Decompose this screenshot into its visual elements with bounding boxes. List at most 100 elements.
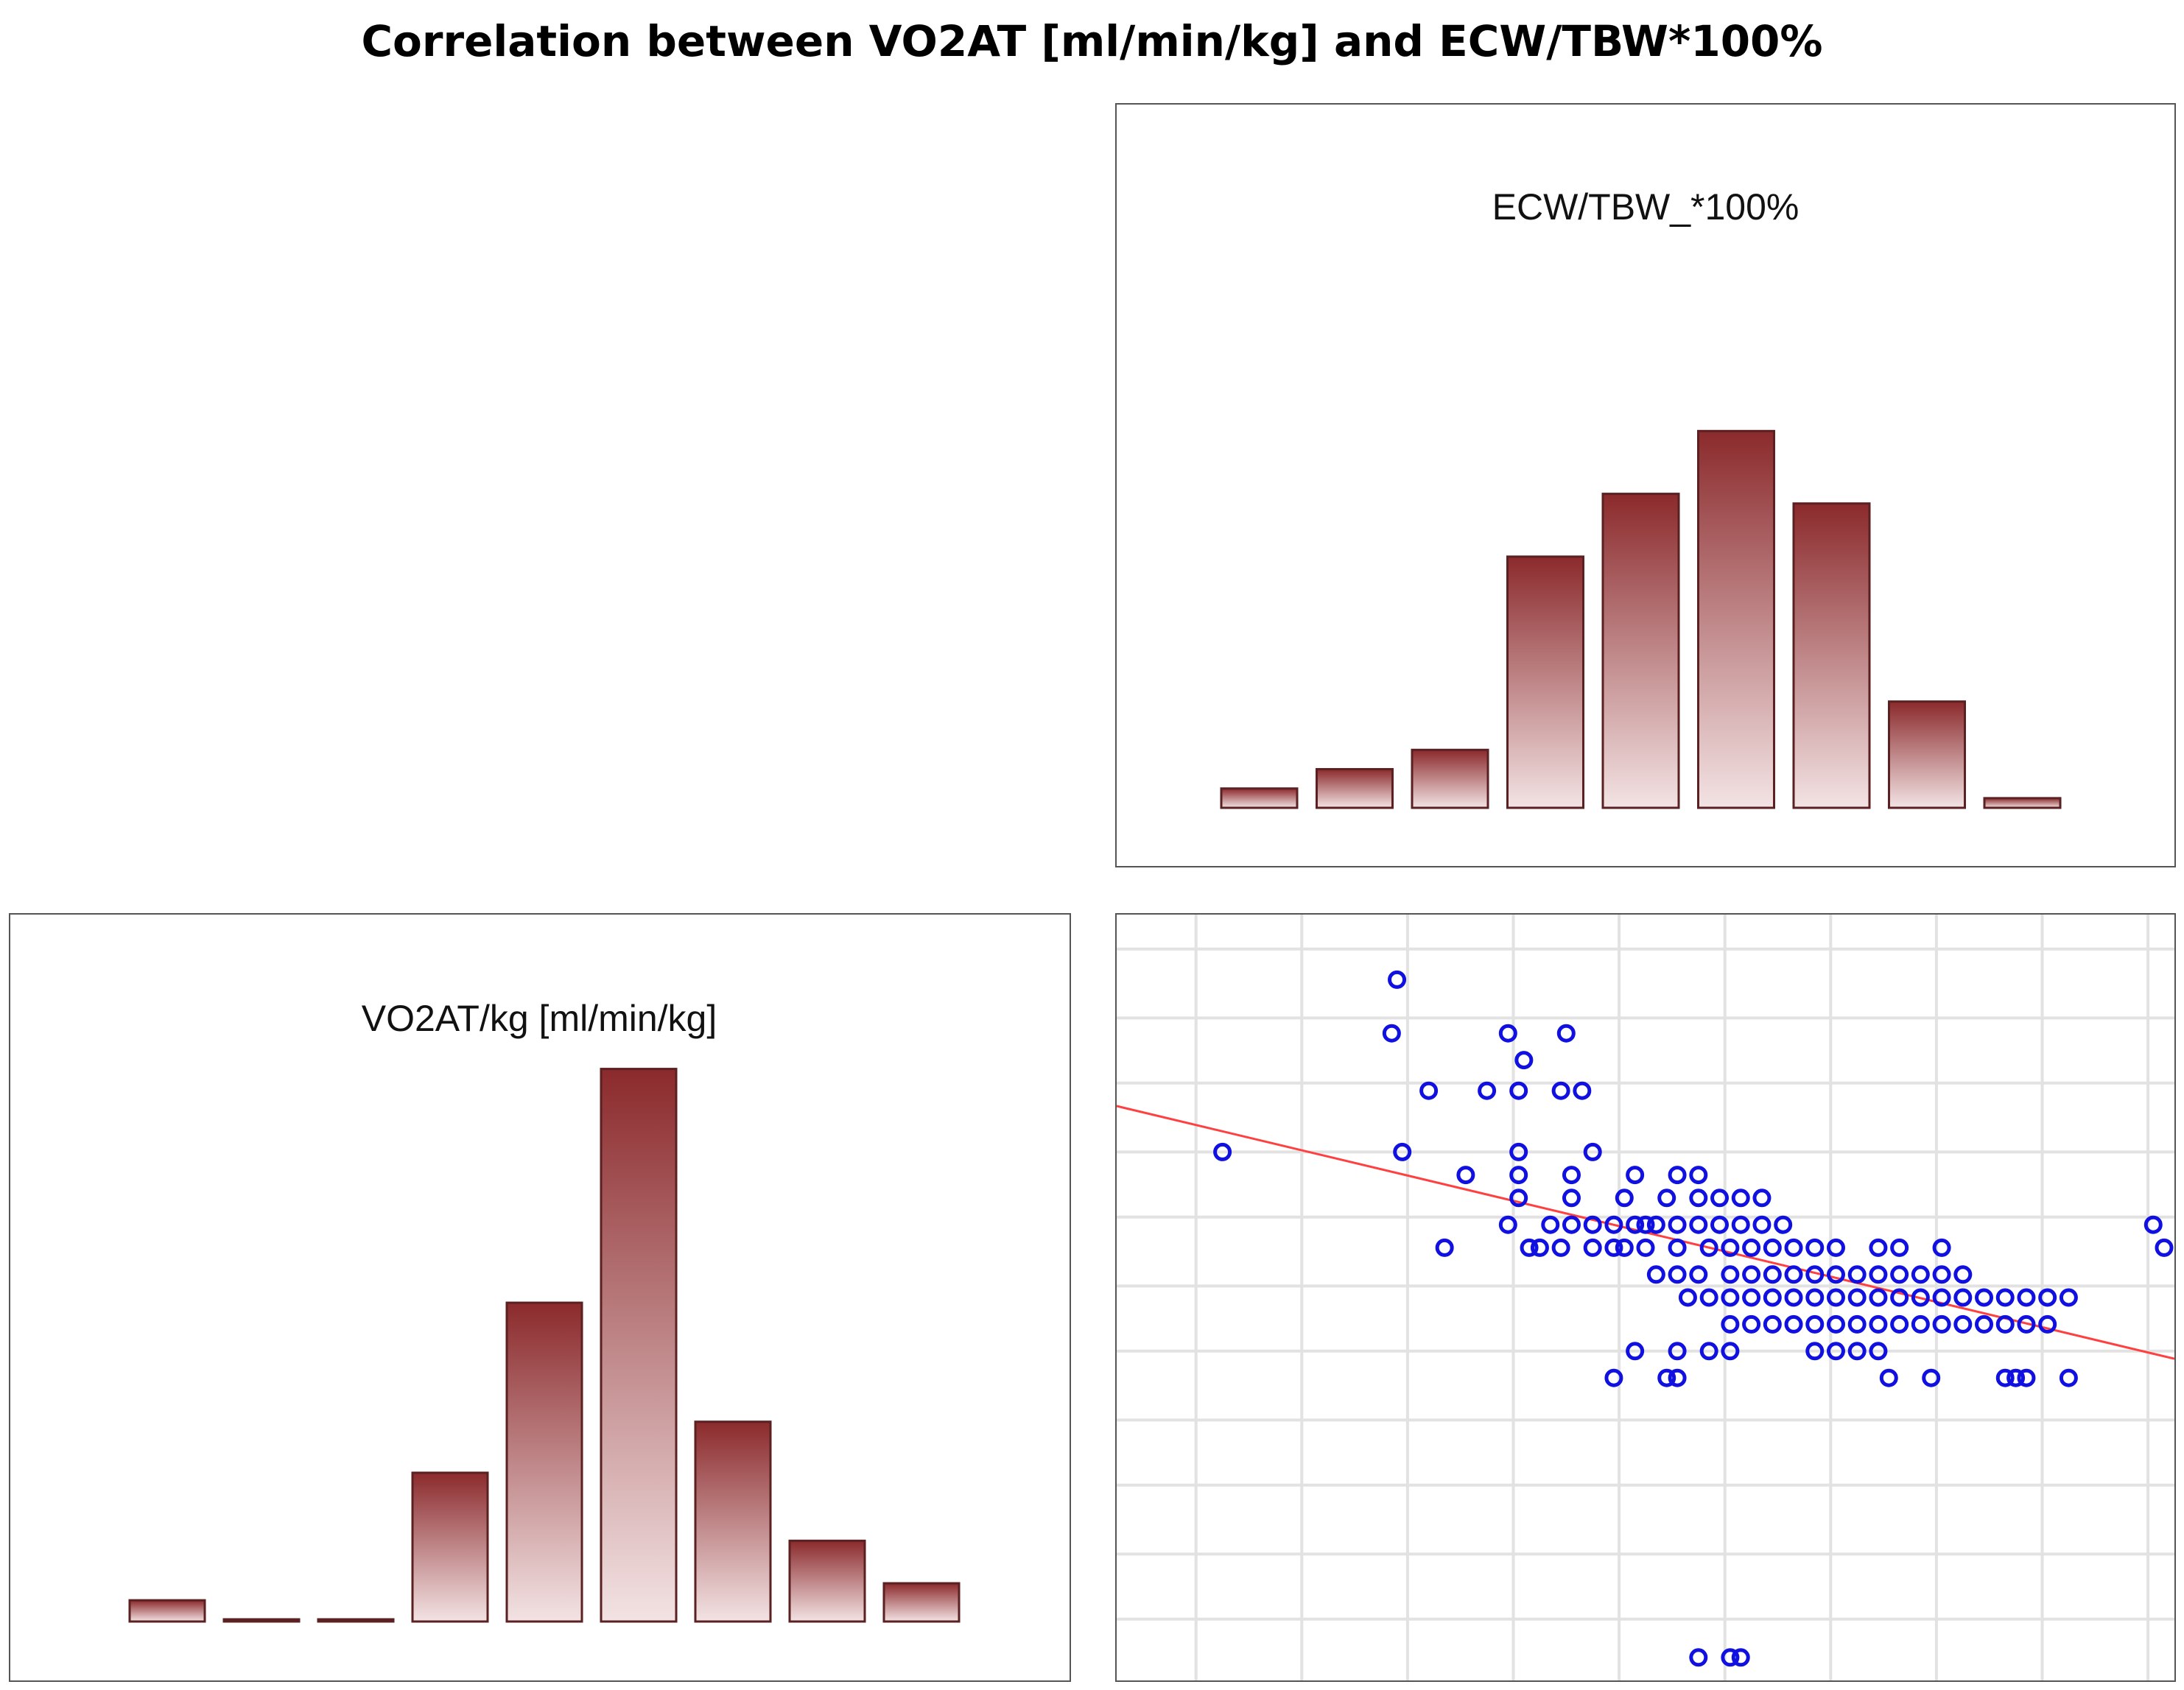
scatter-point bbox=[1541, 1215, 1560, 1234]
scatter-point bbox=[1763, 1238, 1782, 1257]
ecw-tbw-bar bbox=[1506, 555, 1584, 809]
scatter-point bbox=[1932, 1238, 1951, 1257]
scatter-point bbox=[1932, 1314, 1951, 1334]
scatter-plot-panel bbox=[1115, 913, 2176, 1682]
ecw-tbw-bar bbox=[1983, 797, 2062, 809]
vo2at-histogram-panel: VO2AT/kg [ml/min/kg] bbox=[9, 913, 1071, 1682]
scatter-point bbox=[1890, 1265, 1909, 1284]
scatter-point bbox=[1975, 1288, 1994, 1307]
scatter-point bbox=[1689, 1215, 1708, 1234]
ecw-tbw-bars bbox=[1220, 429, 2062, 809]
scatter-point bbox=[1911, 1265, 1930, 1284]
scatter-point bbox=[1731, 1215, 1750, 1234]
scatter-point bbox=[1689, 1189, 1708, 1208]
scatter-point bbox=[1699, 1342, 1718, 1361]
vo2at-bar bbox=[317, 1618, 395, 1623]
ecw-tbw-bar bbox=[1601, 493, 1680, 809]
scatter-point bbox=[1731, 1189, 1750, 1208]
scatter-point bbox=[1498, 1215, 1517, 1234]
scatter-point bbox=[2017, 1368, 2036, 1387]
scatter-point bbox=[1388, 970, 1407, 989]
scatter-point bbox=[1721, 1238, 1740, 1257]
scatter-point bbox=[1213, 1142, 1232, 1161]
ecw-tbw-bar bbox=[1316, 768, 1394, 809]
ecw-tbw-bar bbox=[1792, 502, 1871, 809]
scatter-point bbox=[1668, 1215, 1687, 1234]
scatter-point bbox=[1604, 1238, 1623, 1257]
scatter-point bbox=[1583, 1238, 1602, 1257]
scatter-point bbox=[1509, 1081, 1528, 1100]
scatter-point bbox=[1869, 1265, 1888, 1284]
ecw-tbw-bar bbox=[1220, 787, 1299, 809]
scatter-point bbox=[1879, 1368, 1898, 1387]
scatter-point bbox=[1805, 1342, 1825, 1361]
scatter-point bbox=[1689, 1648, 1708, 1667]
ecw-tbw-histogram-title: ECW/TBW_*100% bbox=[1492, 186, 1799, 228]
vo2at-bar bbox=[222, 1618, 301, 1623]
scatter-point bbox=[1657, 1368, 1676, 1387]
scatter-point bbox=[1890, 1314, 1909, 1334]
scatter-point bbox=[1478, 1081, 1497, 1100]
scatter-point bbox=[2038, 1314, 2057, 1334]
scatter-point bbox=[1435, 1238, 1454, 1257]
ecw-tbw-histogram: ECW/TBW_*100% bbox=[1220, 186, 2062, 809]
scatter-point bbox=[1382, 1024, 1401, 1043]
scatter-point bbox=[1668, 1238, 1687, 1257]
vo2at-bar bbox=[694, 1420, 772, 1623]
scatter-point bbox=[1710, 1215, 1730, 1234]
scatter-point bbox=[1763, 1314, 1782, 1334]
scatter-point bbox=[1932, 1265, 1951, 1284]
scatter-grid bbox=[1117, 915, 2174, 1680]
scatter-point bbox=[1890, 1238, 1909, 1257]
vo2at-bar bbox=[882, 1582, 961, 1623]
scatter-point bbox=[1975, 1314, 1994, 1334]
scatter-point bbox=[1953, 1265, 1973, 1284]
scatter-point bbox=[1890, 1288, 1909, 1307]
scatter-point bbox=[1668, 1342, 1687, 1361]
scatter-point bbox=[1721, 1265, 1740, 1284]
scatter-point bbox=[1742, 1314, 1761, 1334]
scatter-point bbox=[1509, 1142, 1528, 1161]
scatter-point bbox=[1847, 1314, 1867, 1334]
scatter-point bbox=[1784, 1265, 1803, 1284]
vo2at-bar bbox=[505, 1301, 583, 1623]
scatter-point bbox=[1626, 1215, 1645, 1234]
scatter-point bbox=[1721, 1288, 1740, 1307]
scatter-point bbox=[1562, 1215, 1581, 1234]
scatter-point bbox=[1805, 1238, 1825, 1257]
scatter-point bbox=[1752, 1189, 1772, 1208]
scatter-point bbox=[1784, 1314, 1803, 1334]
scatter-point bbox=[1847, 1288, 1867, 1307]
scatter-point bbox=[1668, 1166, 1687, 1185]
scatter-point bbox=[1710, 1189, 1730, 1208]
scatter-point bbox=[2017, 1314, 2036, 1334]
scatter-point bbox=[1995, 1314, 2015, 1334]
scatter-point bbox=[1562, 1189, 1581, 1208]
scatter-point bbox=[1646, 1215, 1665, 1234]
scatter-point bbox=[2143, 1215, 2163, 1234]
scatter-point bbox=[1869, 1288, 1888, 1307]
scatter-point bbox=[1678, 1288, 1697, 1307]
scatter-point bbox=[1514, 1051, 1534, 1070]
ecw-tbw-bar bbox=[1411, 748, 1489, 809]
scatter-point bbox=[1721, 1342, 1740, 1361]
scatter-point bbox=[1731, 1648, 1750, 1667]
vo2at-histogram-title: VO2AT/kg [ml/min/kg] bbox=[362, 998, 717, 1039]
scatter-points bbox=[1213, 970, 2174, 1667]
scatter-point bbox=[1742, 1265, 1761, 1284]
vo2at-bar bbox=[788, 1539, 866, 1623]
scatter-point bbox=[1689, 1265, 1708, 1284]
scatter-point bbox=[1583, 1142, 1602, 1161]
scatter-point bbox=[1742, 1238, 1761, 1257]
scatter-point bbox=[1573, 1081, 1592, 1100]
ecw-tbw-bar bbox=[1697, 429, 1775, 809]
scatter-point bbox=[2155, 1238, 2174, 1257]
scatter-point bbox=[1922, 1368, 1941, 1387]
chart-main-title: Correlation between VO2AT [ml/min/kg] an… bbox=[361, 16, 1823, 66]
scatter-point bbox=[1668, 1265, 1687, 1284]
scatter-plot bbox=[1117, 915, 2174, 1680]
vo2at-bar bbox=[411, 1471, 489, 1623]
scatter-point bbox=[1393, 1142, 1412, 1161]
scatter-point bbox=[1583, 1215, 1602, 1234]
scatter-point bbox=[1699, 1238, 1718, 1257]
